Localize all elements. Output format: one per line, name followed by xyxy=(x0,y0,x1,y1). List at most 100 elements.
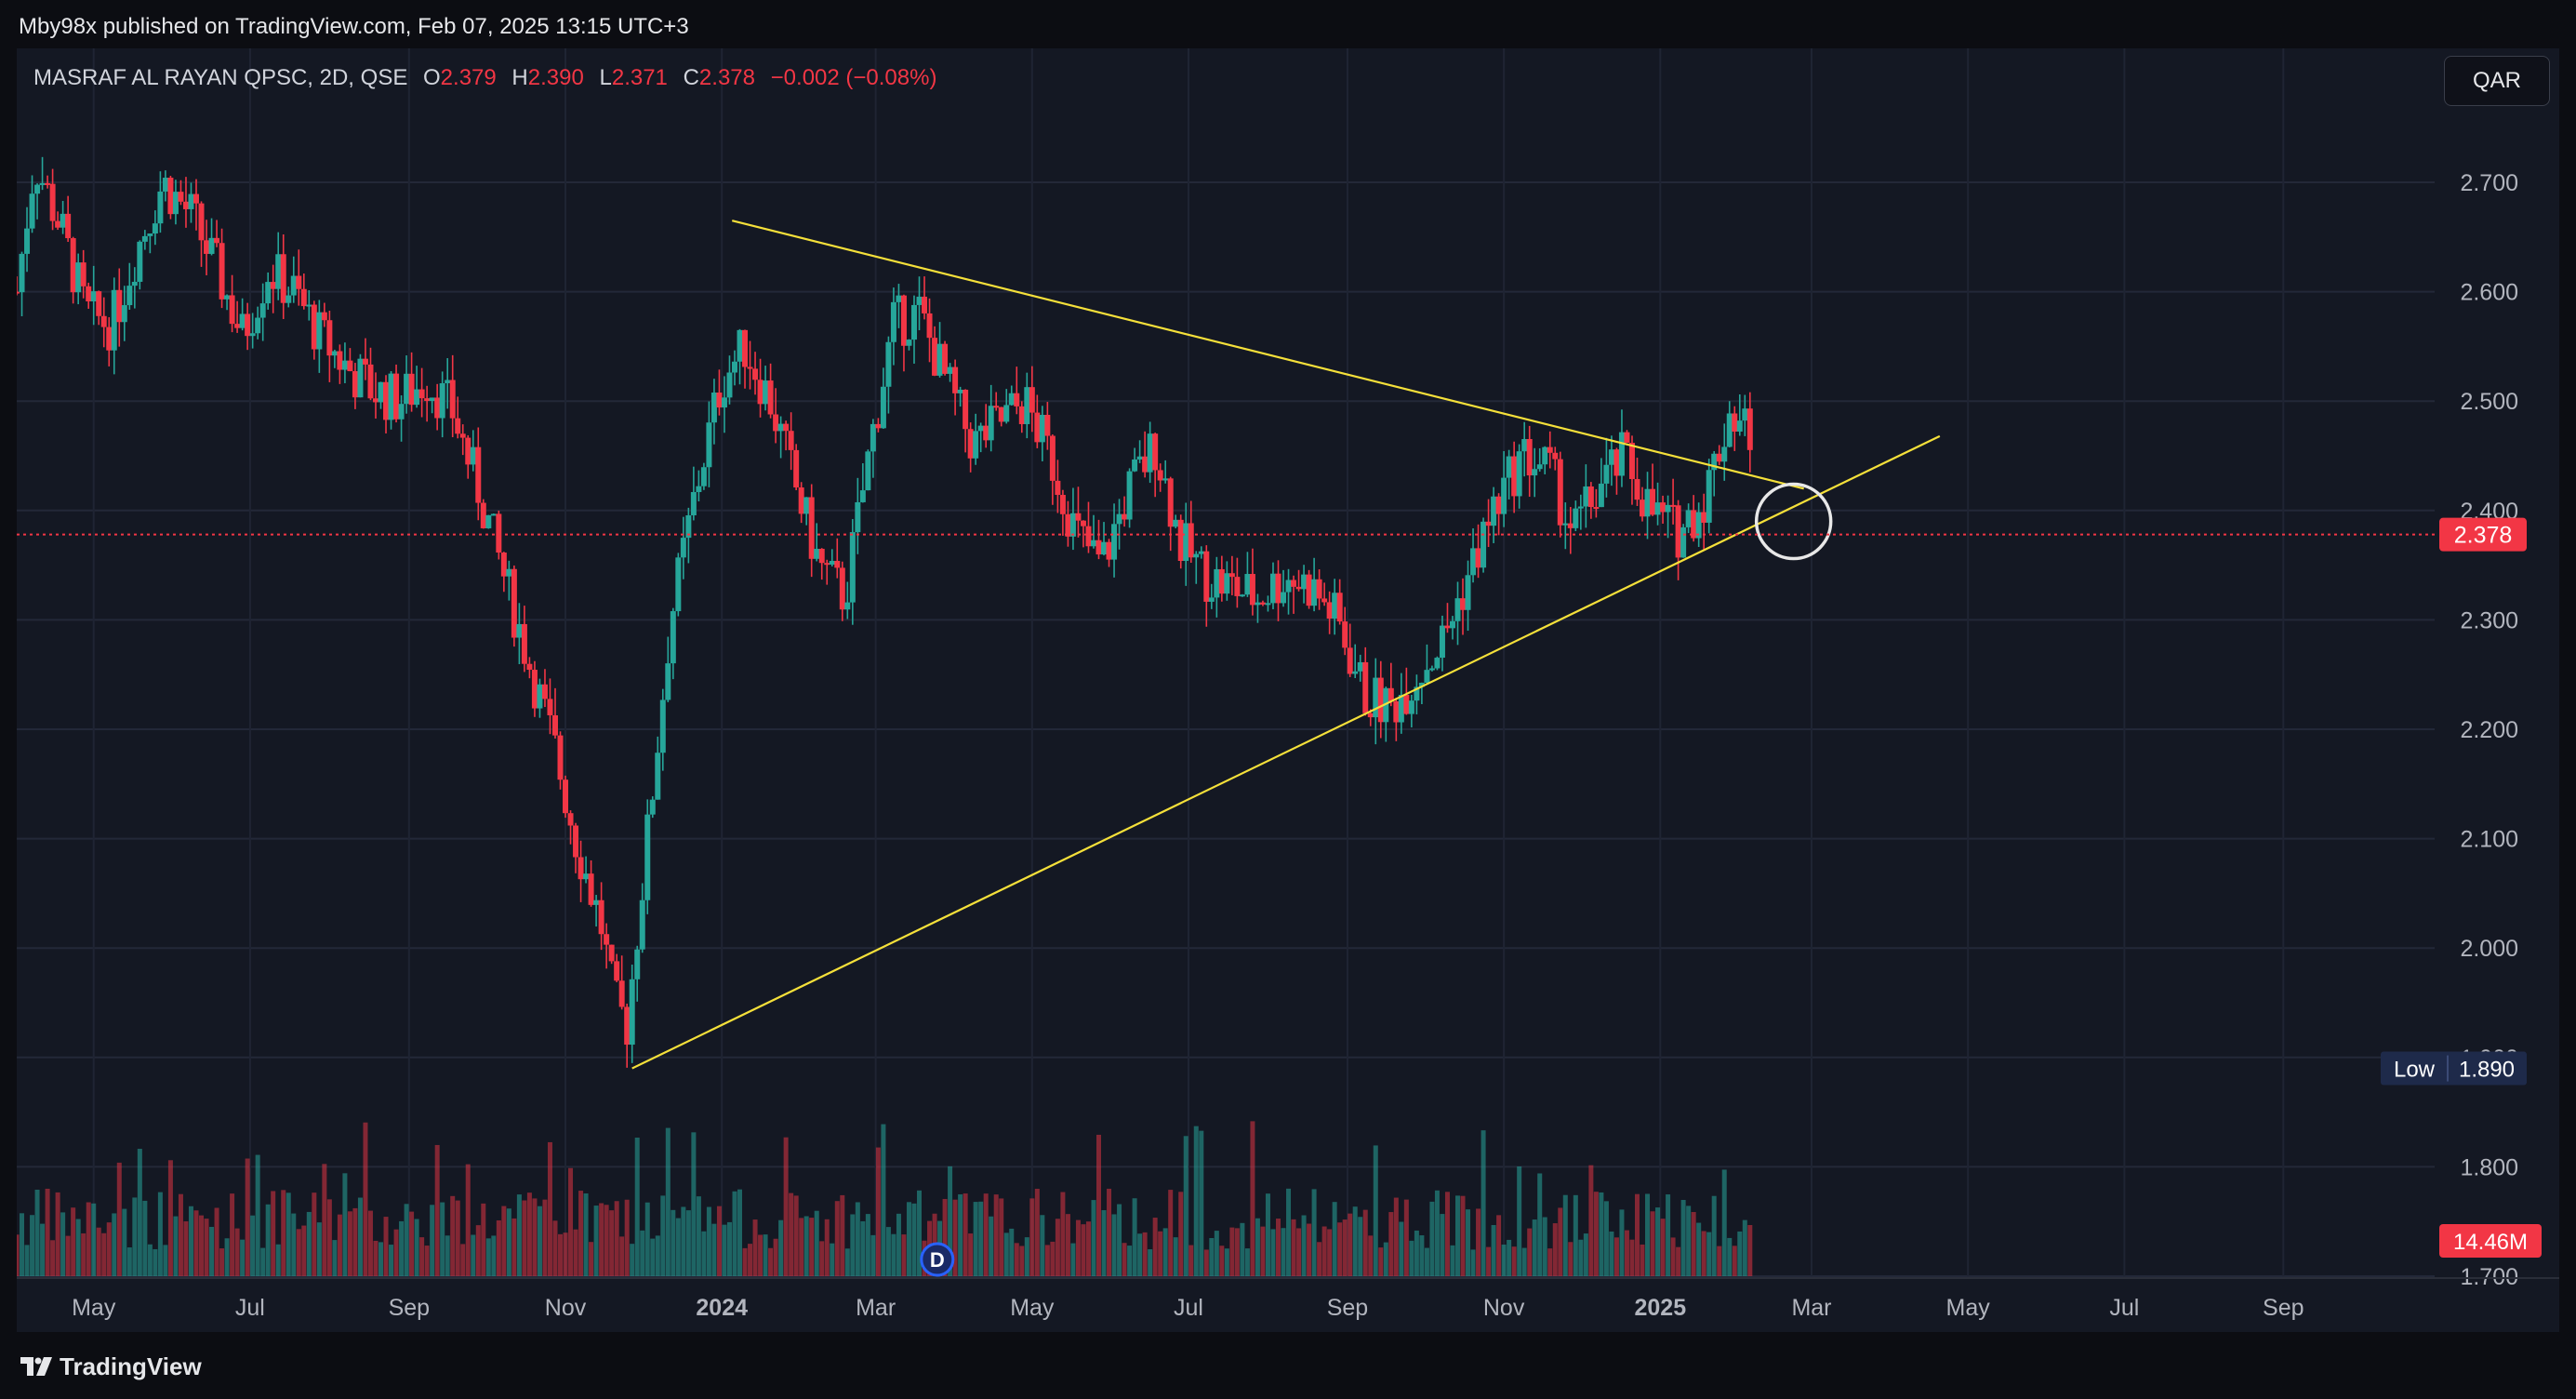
volume-bar xyxy=(568,1167,574,1276)
volume-bar xyxy=(296,1229,301,1276)
x-tick-label: Nov xyxy=(545,1295,587,1321)
currency-button[interactable]: QAR xyxy=(2444,56,2550,106)
candle-body xyxy=(1122,513,1128,520)
volume-bar xyxy=(522,1200,527,1276)
volume-bar xyxy=(589,1242,594,1276)
candle-body xyxy=(1265,603,1271,606)
candle-body xyxy=(885,341,892,387)
change-value: −0.002 (−0.08%) xyxy=(770,65,937,90)
tradingview-brand[interactable]: TradingView xyxy=(19,1352,202,1381)
volume-bar xyxy=(440,1202,445,1276)
candle-body xyxy=(398,404,405,420)
candle-body xyxy=(1491,496,1497,526)
candle-body xyxy=(265,282,272,304)
volume-bar xyxy=(526,1192,532,1276)
candle-body xyxy=(614,961,620,981)
volume-bar xyxy=(578,1191,584,1276)
candle-body xyxy=(710,392,717,423)
candle-body xyxy=(593,899,600,905)
candle-body xyxy=(690,491,697,515)
candle-body xyxy=(1101,541,1108,555)
candle-body xyxy=(1613,449,1620,476)
candle-body xyxy=(39,182,46,185)
y-tick-label: 2.100 xyxy=(2460,827,2518,853)
candle-body xyxy=(34,184,41,194)
candle-body xyxy=(259,303,266,318)
volume-bar xyxy=(716,1206,722,1276)
volume-bar xyxy=(1362,1209,1368,1276)
candle-body xyxy=(172,192,179,215)
candle-body xyxy=(1177,519,1184,562)
candle-body xyxy=(1203,551,1210,602)
candle-body xyxy=(716,392,723,408)
volume-bar xyxy=(1096,1134,1102,1276)
chart-area[interactable]: 2.700 2.600 2.500 2.400 2.300 2.200 2.100 2.000… xyxy=(17,48,2559,1332)
volume-bar xyxy=(706,1206,711,1276)
candle-body xyxy=(855,501,861,533)
volume-bar xyxy=(1219,1246,1225,1276)
volume-bar xyxy=(624,1199,630,1276)
candle-body xyxy=(1142,456,1149,473)
candle-body xyxy=(1116,513,1122,525)
volume-bar xyxy=(563,1232,568,1276)
volume-bar xyxy=(1383,1242,1388,1276)
candle-body xyxy=(1075,513,1082,521)
volume-bar xyxy=(183,1221,189,1276)
candle-body xyxy=(1532,469,1538,476)
candle-body xyxy=(767,380,774,415)
candle-body xyxy=(1680,526,1687,558)
candle-body xyxy=(865,451,871,491)
candle-body xyxy=(1136,456,1143,460)
volume-bar xyxy=(471,1234,476,1276)
candle-body xyxy=(1383,687,1389,723)
volume-bar xyxy=(1532,1219,1537,1276)
candle-body xyxy=(551,714,558,736)
candle-body xyxy=(193,193,199,204)
volume-bar xyxy=(455,1200,460,1276)
volume-bar xyxy=(378,1242,384,1276)
volume-bar xyxy=(1527,1228,1533,1276)
ohlc-legend: MASRAF AL RAYAN QPSC, 2D, QSE O2.379 H2.… xyxy=(33,65,936,91)
volume-bar xyxy=(870,1234,876,1276)
volume-bar xyxy=(224,1238,230,1276)
candle-body xyxy=(1562,523,1569,526)
candle-body xyxy=(1332,593,1338,620)
candle-body xyxy=(1008,393,1015,406)
symbol-name[interactable]: MASRAF AL RAYAN QPSC, 2D, QSE xyxy=(33,65,408,90)
candle-body xyxy=(393,373,400,420)
volume-bar xyxy=(81,1232,86,1276)
candle-body xyxy=(1465,575,1471,610)
volume-bar xyxy=(685,1210,691,1276)
candle-body xyxy=(947,366,953,374)
volume-bar xyxy=(681,1206,686,1276)
price-chart[interactable]: 2.7002.6002.5002.4002.3002.2002.1002.000… xyxy=(17,48,2559,1332)
candle-body xyxy=(439,383,445,419)
candle-body xyxy=(818,549,825,564)
candle-body xyxy=(1111,524,1118,560)
candle-body xyxy=(352,371,358,398)
volume-tag-label: 14.46M xyxy=(2453,1230,2528,1255)
volume-bar xyxy=(1034,1189,1040,1276)
candle-body xyxy=(280,254,286,303)
volume-bar xyxy=(1085,1221,1091,1276)
volume-bar xyxy=(1101,1210,1107,1276)
candle-body xyxy=(1311,579,1318,606)
volume-bar xyxy=(424,1246,430,1276)
candle-body xyxy=(932,338,938,376)
candle-body xyxy=(1583,486,1589,507)
volume-bar xyxy=(1075,1219,1081,1276)
candle-body xyxy=(1357,661,1363,672)
volume-bar xyxy=(1229,1227,1235,1276)
candle-body xyxy=(844,602,851,610)
volume-bar xyxy=(1148,1249,1153,1276)
volume-bar xyxy=(157,1192,163,1276)
volume-bar xyxy=(112,1213,117,1276)
candle-body xyxy=(465,437,471,465)
candle-body xyxy=(1695,512,1702,539)
candle-body xyxy=(1434,658,1441,669)
volume-bar xyxy=(1680,1199,1686,1276)
volume-bar xyxy=(147,1244,153,1276)
candle-body xyxy=(470,446,476,465)
candle-body xyxy=(1183,523,1189,562)
volume-bar xyxy=(1317,1242,1322,1276)
